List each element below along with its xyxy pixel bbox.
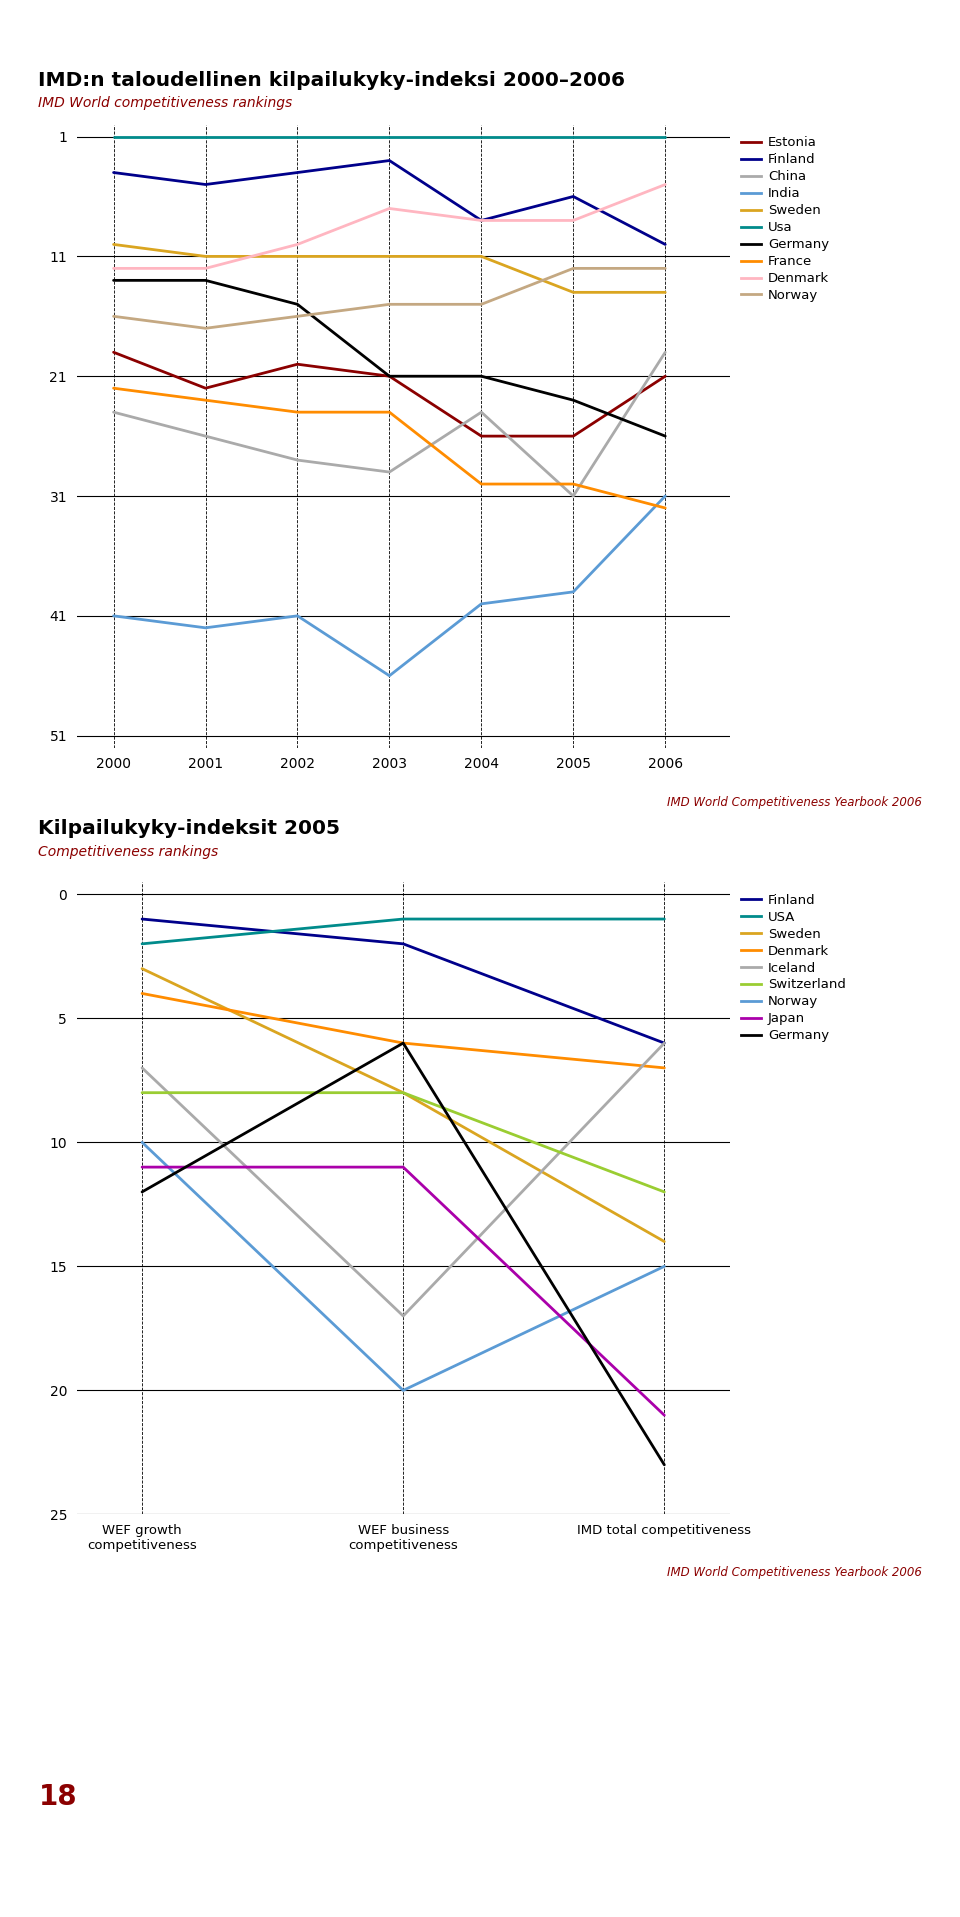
Legend: Estonia, Finland, China, India, Sweden, Usa, Germany, France, Denmark, Norway: Estonia, Finland, China, India, Sweden, … [736, 130, 834, 307]
Text: Kilpailukyky-indeksit 2005: Kilpailukyky-indeksit 2005 [38, 819, 341, 838]
Text: 18: 18 [38, 1783, 77, 1812]
Text: IMD World Competitiveness Yearbook 2006: IMD World Competitiveness Yearbook 2006 [667, 1566, 922, 1580]
Text: KANSANTALOUS: KANSANTALOUS [398, 25, 562, 44]
Text: Competitiveness rankings: Competitiveness rankings [38, 845, 219, 859]
Text: IMD World Competitiveness Yearbook 2006: IMD World Competitiveness Yearbook 2006 [667, 796, 922, 809]
Legend: Finland, USA, Sweden, Denmark, Iceland, Switzerland, Norway, Japan, Germany: Finland, USA, Sweden, Denmark, Iceland, … [736, 888, 851, 1047]
Text: IMD World competitiveness rankings: IMD World competitiveness rankings [38, 96, 293, 109]
Text: IMD:n taloudellinen kilpailukyky-indeksi 2000–2006: IMD:n taloudellinen kilpailukyky-indeksi… [38, 71, 625, 90]
